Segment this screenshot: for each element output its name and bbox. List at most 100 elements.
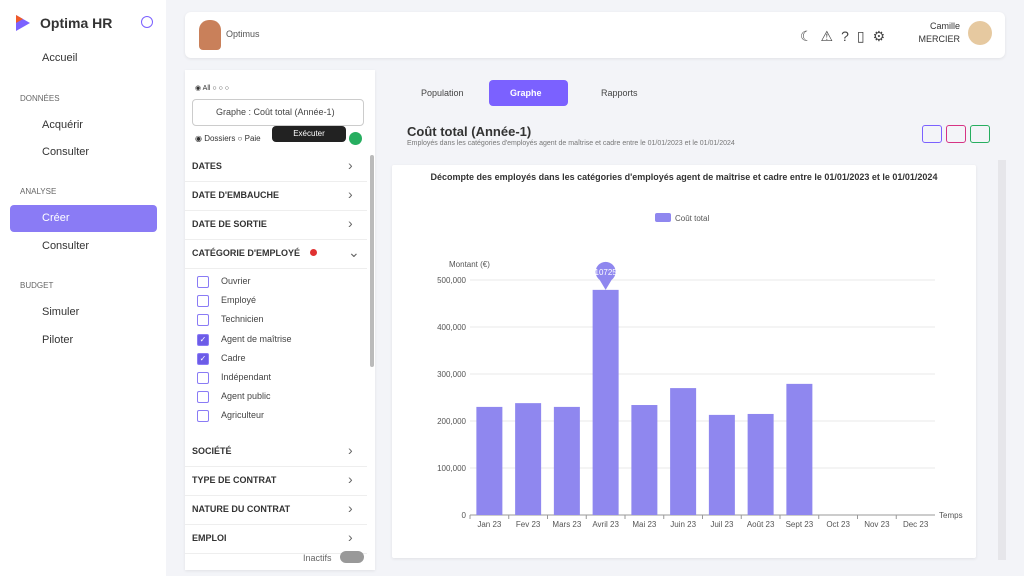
tab[interactable]: Graphe — [510, 88, 542, 98]
radio-dossiers[interactable]: ◉ Dossiers ○ Paie — [195, 134, 261, 143]
x-tick-label: Sept 23 — [786, 520, 814, 529]
divider — [185, 553, 367, 554]
filter-group[interactable]: SOCIÉTÉ — [192, 446, 232, 456]
nav-item[interactable]: Piloter — [42, 334, 74, 346]
nav-section: DONNÉES — [20, 94, 60, 103]
option-label[interactable]: Employé — [221, 295, 257, 306]
filter-group[interactable]: DATES — [192, 161, 222, 171]
option-label[interactable]: Indépendant — [221, 372, 272, 382]
option-label[interactable]: Ouvrier — [221, 276, 251, 286]
nav-active[interactable] — [10, 205, 157, 232]
nav-item[interactable]: Créer — [42, 212, 70, 224]
toggle[interactable] — [340, 551, 364, 563]
brand: Optima HR — [40, 15, 113, 31]
checkbox[interactable] — [197, 410, 209, 423]
y-tick-label: 500,000 — [437, 276, 466, 285]
option-label[interactable]: Agent public — [221, 391, 271, 402]
checkbox[interactable]: ✓ — [197, 333, 209, 346]
bar — [786, 383, 813, 515]
save-button[interactable] — [970, 125, 990, 143]
checkbox[interactable]: ✓ — [197, 352, 209, 365]
filter-group[interactable]: TYPE DE CONTRAT — [192, 475, 277, 485]
x-tick-label: Août 23 — [747, 520, 775, 529]
bar — [631, 405, 658, 515]
first-name: Camille — [929, 21, 960, 31]
option-label[interactable]: Technicien — [221, 314, 264, 325]
divider — [185, 239, 367, 240]
radio-all[interactable]: ◉ All ○ ○ ○ — [195, 85, 229, 92]
chart-button[interactable] — [946, 125, 966, 143]
y-tick-label: 400,000 — [437, 323, 466, 332]
bar — [747, 413, 774, 515]
scrollbar — [998, 160, 1006, 560]
bar — [670, 388, 697, 515]
x-tick-label: Avril 23 — [592, 520, 619, 529]
graph-select[interactable] — [192, 99, 364, 126]
legend-swatch — [655, 213, 671, 222]
x-tick-label: Oct 23 — [826, 520, 850, 529]
view-button[interactable] — [922, 125, 942, 143]
tab[interactable]: Population — [421, 88, 464, 98]
filter-group[interactable]: DATE D'EMBAUCHE — [192, 190, 279, 200]
report-subtitle: Employés dans les catégories d'employés … — [407, 140, 735, 147]
x-tick-label: Juil 23 — [710, 520, 734, 529]
option-label[interactable]: Cadre — [221, 352, 246, 363]
bar — [515, 403, 542, 515]
chevron[interactable]: ⌄ — [348, 244, 360, 260]
chevron[interactable]: › — [348, 471, 353, 487]
y-tick-label: 300,000 — [437, 370, 466, 379]
y-tick-label: 0 — [462, 511, 467, 520]
y-tick-label: 200,000 — [437, 417, 466, 426]
last-name: MERCIER — [918, 34, 960, 44]
bar — [708, 414, 735, 515]
nav-item[interactable]: Simuler — [42, 306, 80, 318]
tab[interactable]: Rapports — [601, 88, 638, 98]
x-tick-label: Dec 23 — [903, 520, 929, 529]
report-title: Coût total (Année-1) — [407, 124, 532, 139]
menu-toggle[interactable] — [141, 16, 153, 28]
label: Paie — [244, 134, 261, 143]
scrollbar — [370, 155, 374, 367]
divider — [185, 268, 367, 269]
tooltip: Exécuter — [272, 126, 346, 142]
filter-group[interactable]: DATE DE SORTIE — [192, 219, 267, 229]
checkbox[interactable] — [197, 314, 209, 327]
toolbar-icons[interactable]: ☾⚠?▯⚙ — [800, 28, 894, 44]
y-tick-label: 100,000 — [437, 464, 466, 473]
user-name: Optimus — [226, 29, 260, 39]
checkbox[interactable] — [197, 391, 209, 404]
checkbox[interactable] — [197, 276, 209, 288]
chevron[interactable]: › — [348, 215, 353, 231]
x-axis-label: Temps — [939, 511, 963, 520]
profile-photo[interactable] — [968, 21, 992, 45]
run-button[interactable] — [349, 132, 362, 145]
nav-item[interactable]: Acquérir — [42, 119, 83, 131]
chevron[interactable]: › — [348, 186, 353, 202]
clear-icon — [310, 249, 317, 256]
nav-section: BUDGET — [20, 281, 54, 290]
nav-section: ANALYSE — [20, 187, 57, 196]
bar — [592, 289, 619, 515]
nav-item[interactable]: Accueil — [42, 52, 78, 64]
option-label[interactable]: Agent de maîtrise — [221, 333, 292, 344]
nav-item[interactable]: Consulter — [42, 240, 90, 252]
nav-item[interactable]: Consulter — [42, 146, 90, 158]
label: Dossiers — [204, 134, 236, 143]
x-tick-label: Mai 23 — [632, 520, 657, 529]
filter-group[interactable]: CATÉGORIE D'EMPLOYÉ — [192, 248, 300, 258]
chevron[interactable]: › — [348, 500, 353, 516]
divider — [185, 495, 367, 496]
bar — [476, 406, 503, 515]
chevron[interactable]: › — [348, 157, 353, 173]
checkbox[interactable] — [197, 295, 209, 308]
chevron[interactable]: › — [348, 442, 353, 458]
option-label[interactable]: Agriculteur — [221, 410, 265, 421]
avatar — [199, 20, 221, 50]
filter-group[interactable]: NATURE DU CONTRAT — [192, 504, 291, 514]
checkbox[interactable] — [197, 372, 209, 384]
filter-group[interactable]: EMPLOI — [192, 533, 227, 543]
tab-active[interactable] — [489, 80, 568, 106]
chevron[interactable]: › — [348, 529, 353, 545]
